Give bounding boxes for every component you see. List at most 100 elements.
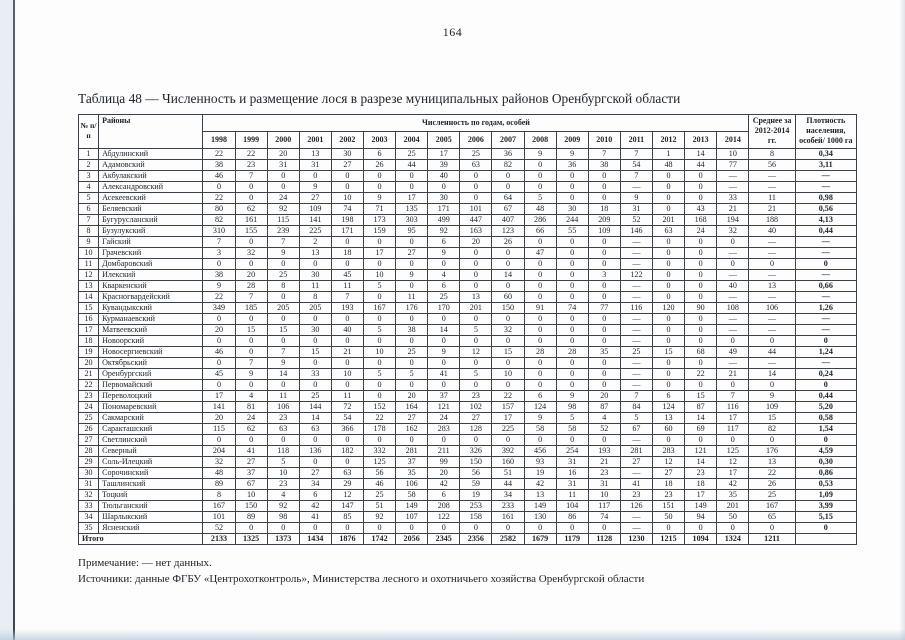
count-cell: 66 [523,224,557,237]
count-cell: 9 [427,345,461,358]
count-cell: 332 [362,444,397,457]
count-cell: 193 [330,301,364,314]
count-cell: 102 [459,400,493,413]
count-cell: — [619,257,653,270]
count-cell: 0 [587,521,621,534]
count-cell: 108 [716,301,750,314]
count-cell: 0 [395,312,429,325]
density-cell: 0,66 [794,279,858,292]
average-cell: 44 [748,345,796,358]
count-cell: 0 [651,290,686,303]
count-cell: 25 [395,345,429,358]
row-number-cell: 19 [77,345,100,358]
density-cell: 0 [794,433,858,446]
density-cell: 0,56 [794,202,858,215]
count-cell: 21 [716,202,750,215]
average-cell: 21 [748,202,796,215]
count-cell: 9 [266,356,300,369]
count-cell: 25 [298,389,332,402]
count-cell: 0 [491,312,525,325]
count-cell: 18 [587,202,621,215]
count-cell: 30 [330,147,364,160]
density-cell: — [794,169,858,182]
year-header: 2008 [523,130,557,149]
district-cell: Новоорский [98,334,204,347]
count-cell: 27 [330,158,364,171]
table-row: 21 Оренбургский 45 9 14 33 10 5 5 41 5 10 0 0 0—0 22 21 1… [77,367,858,380]
count-cell: 0 [555,279,589,292]
count-cell: 116 [716,400,750,413]
count-cell: 45 [202,367,236,380]
count-cell: 0 [555,169,589,182]
count-cell: 151 [651,499,686,512]
count-cell: — [716,323,750,336]
district-cell: Новосергиевский [98,345,204,358]
count-cell: 150 [459,455,493,468]
count-cell: 7 [234,356,268,369]
count-cell: 0 [266,433,300,446]
count-cell: 23 [651,488,686,501]
count-cell: 92 [266,202,300,215]
count-cell: 31 [555,455,589,468]
count-cell: 82 [202,213,236,226]
count-cell: 22 [362,411,397,424]
count-cell: 0 [427,356,461,369]
density-cell: — [794,268,858,281]
count-cell: 0 [684,290,718,303]
count-cell: 0 [266,521,300,534]
count-cell: 42 [716,477,750,490]
total-density-cell [794,532,858,545]
average-cell: 13 [748,279,796,292]
count-cell: 0 [523,312,557,325]
count-cell: 178 [362,422,397,435]
count-cell: 0 [523,169,557,182]
density-cell: 5,15 [794,510,858,523]
count-cell: 0 [234,345,268,358]
row-number-cell: 27 [77,433,100,446]
count-cell: — [619,235,653,248]
density-cell: — [794,290,858,303]
count-cell: 33 [716,191,750,204]
count-cell: 17 [362,246,397,259]
count-cell: 161 [234,213,268,226]
count-cell: 0 [234,257,268,270]
count-cell: 0 [298,169,332,182]
table-row: 32 Тоцкий 8 10 4 6 12 25 58 6 19 34 13 11 10 23 23 17 35 25… [77,488,858,501]
density-cell: 0 [794,521,858,534]
count-cell: 130 [523,510,557,523]
count-cell: 0 [587,323,621,336]
table-row: 20 Октябрьский 0 7 9 0 0 0 0 0 0 0 0 0 0—0 0— — — [77,356,858,369]
count-cell: 4 [587,411,621,424]
count-cell: 3 [202,246,236,259]
count-cell: 90 [684,301,718,314]
count-cell: 20 [587,389,621,402]
table-row: 29 Соль-Илецкий 32 27 5 0 0 125 37 99 150 160 93 31 21… [77,455,858,468]
average-cell: — [748,246,796,259]
count-cell: 14 [684,411,718,424]
count-cell: 91 [523,301,557,314]
count-cell: 7 [619,169,653,182]
year-header: 1999 [234,130,268,149]
count-cell: 0 [651,180,686,193]
count-cell: 35 [587,345,621,358]
count-cell: 161 [491,510,525,523]
count-cell: 23 [266,411,300,424]
count-cell: 0 [362,169,397,182]
count-cell: 30 [298,323,332,336]
count-cell: 28 [234,279,268,292]
count-cell: 9 [395,268,429,281]
count-cell: 49 [716,345,750,358]
count-cell: 41 [298,510,332,523]
count-cell: 0 [523,433,557,446]
count-cell: 11 [266,389,300,402]
density-cell: — [794,246,858,259]
count-cell: 0 [266,169,300,182]
count-cell: 0 [587,191,621,204]
count-cell: 0 [491,180,525,193]
average-cell: — [748,290,796,303]
count-cell: 0 [651,169,686,182]
count-cell: 116 [619,301,653,314]
count-cell: 0 [234,180,268,193]
total-count-cell: 1324 [716,532,750,545]
density-cell: 0 [794,257,858,270]
